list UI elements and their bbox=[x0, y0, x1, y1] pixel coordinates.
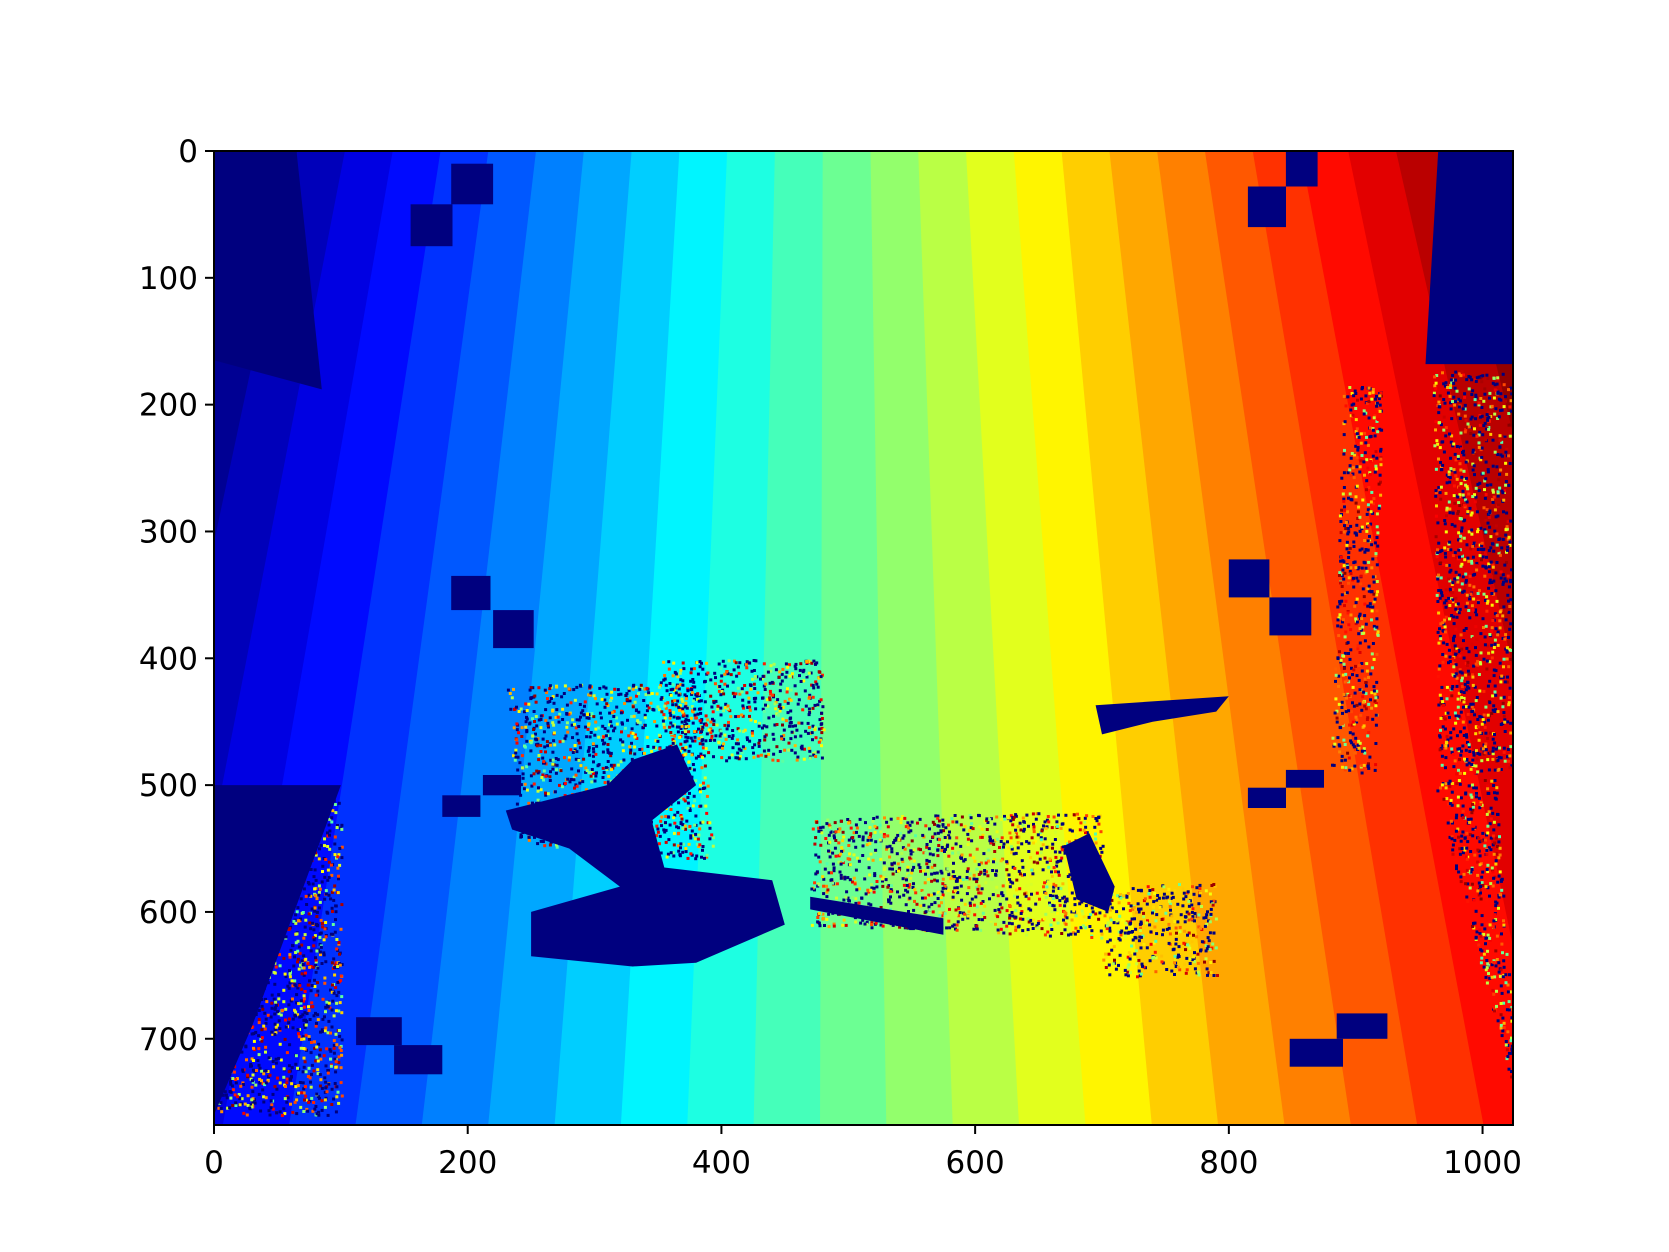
depth-band bbox=[1204, 151, 1419, 1125]
depth-band bbox=[820, 151, 891, 1125]
invalid-pixel-region bbox=[505, 744, 785, 967]
noise-region bbox=[1102, 883, 1219, 979]
invalid-pixel-region bbox=[451, 575, 491, 611]
depth-band bbox=[1013, 151, 1153, 1125]
invalid-pixel-region bbox=[1063, 833, 1115, 912]
y-tick-label: 400 bbox=[139, 641, 198, 677]
depth-band bbox=[918, 151, 1021, 1125]
y-tick-label: 700 bbox=[139, 1022, 198, 1058]
invalid-pixel-region bbox=[1425, 151, 1513, 365]
x-tick-label: 600 bbox=[946, 1145, 1005, 1181]
invalid-pixel-region bbox=[482, 775, 521, 796]
invalid-pixel-region bbox=[1285, 769, 1324, 788]
depth-band bbox=[1252, 151, 1485, 1125]
x-tick-label: 0 bbox=[204, 1145, 224, 1181]
x-axis: 0 200 400 600 800 1000 bbox=[204, 1125, 1522, 1181]
depth-band bbox=[966, 151, 1087, 1125]
noise-region bbox=[1432, 370, 1513, 776]
depth-band bbox=[554, 151, 700, 1125]
y-tick-label: 300 bbox=[139, 514, 198, 550]
invalid-pixel-region bbox=[1289, 1038, 1343, 1067]
y-tick-label: 200 bbox=[139, 388, 198, 424]
x-tick-label: 400 bbox=[692, 1145, 751, 1181]
y-tick-label: 600 bbox=[139, 895, 198, 931]
depth-band bbox=[753, 151, 843, 1125]
x-tick-label: 200 bbox=[438, 1145, 497, 1181]
y-tick-label: 500 bbox=[139, 768, 198, 804]
noise-region bbox=[658, 659, 826, 763]
y-axis: 0 100 200 300 400 500 600 700 bbox=[139, 134, 214, 1058]
invalid-pixel-region bbox=[356, 1017, 402, 1046]
invalid-pixel-region bbox=[1247, 787, 1286, 808]
depth-band bbox=[1348, 151, 1513, 947]
depth-band bbox=[1157, 151, 1353, 1125]
depth-band bbox=[488, 151, 652, 1125]
axes-frame bbox=[213, 150, 1514, 1126]
y-tick-label: 0 bbox=[178, 134, 198, 170]
y-tick-label: 100 bbox=[139, 261, 198, 297]
x-tick-label: 1000 bbox=[1443, 1145, 1522, 1181]
invalid-pixel-region bbox=[1247, 186, 1286, 228]
noise-region bbox=[1436, 779, 1513, 1090]
invalid-pixel-region bbox=[1095, 696, 1229, 735]
invalid-pixel-region bbox=[410, 204, 453, 247]
invalid-pixel-region bbox=[214, 151, 322, 390]
invalid-pixel-region bbox=[214, 785, 341, 1115]
invalid-pixel-region bbox=[1228, 559, 1270, 598]
invalid-pixel-region bbox=[394, 1045, 443, 1075]
invalid-pixel-region bbox=[1285, 151, 1318, 187]
invalid-pixel-region bbox=[1269, 597, 1312, 636]
x-tick-label: 800 bbox=[1199, 1145, 1258, 1181]
depth-band bbox=[355, 151, 556, 1125]
invalid-pixel-region bbox=[493, 610, 534, 649]
invalid-pixel-region bbox=[442, 795, 481, 817]
depth-band bbox=[289, 151, 509, 1125]
invalid-pixel-region bbox=[810, 896, 944, 935]
depth-band bbox=[1109, 151, 1286, 1125]
invalid-pixel-region bbox=[1336, 1013, 1388, 1039]
depth-image bbox=[214, 151, 1513, 1125]
depth-band bbox=[1061, 151, 1220, 1125]
noise-region bbox=[1331, 386, 1384, 775]
invalid-pixel-region bbox=[451, 163, 494, 205]
